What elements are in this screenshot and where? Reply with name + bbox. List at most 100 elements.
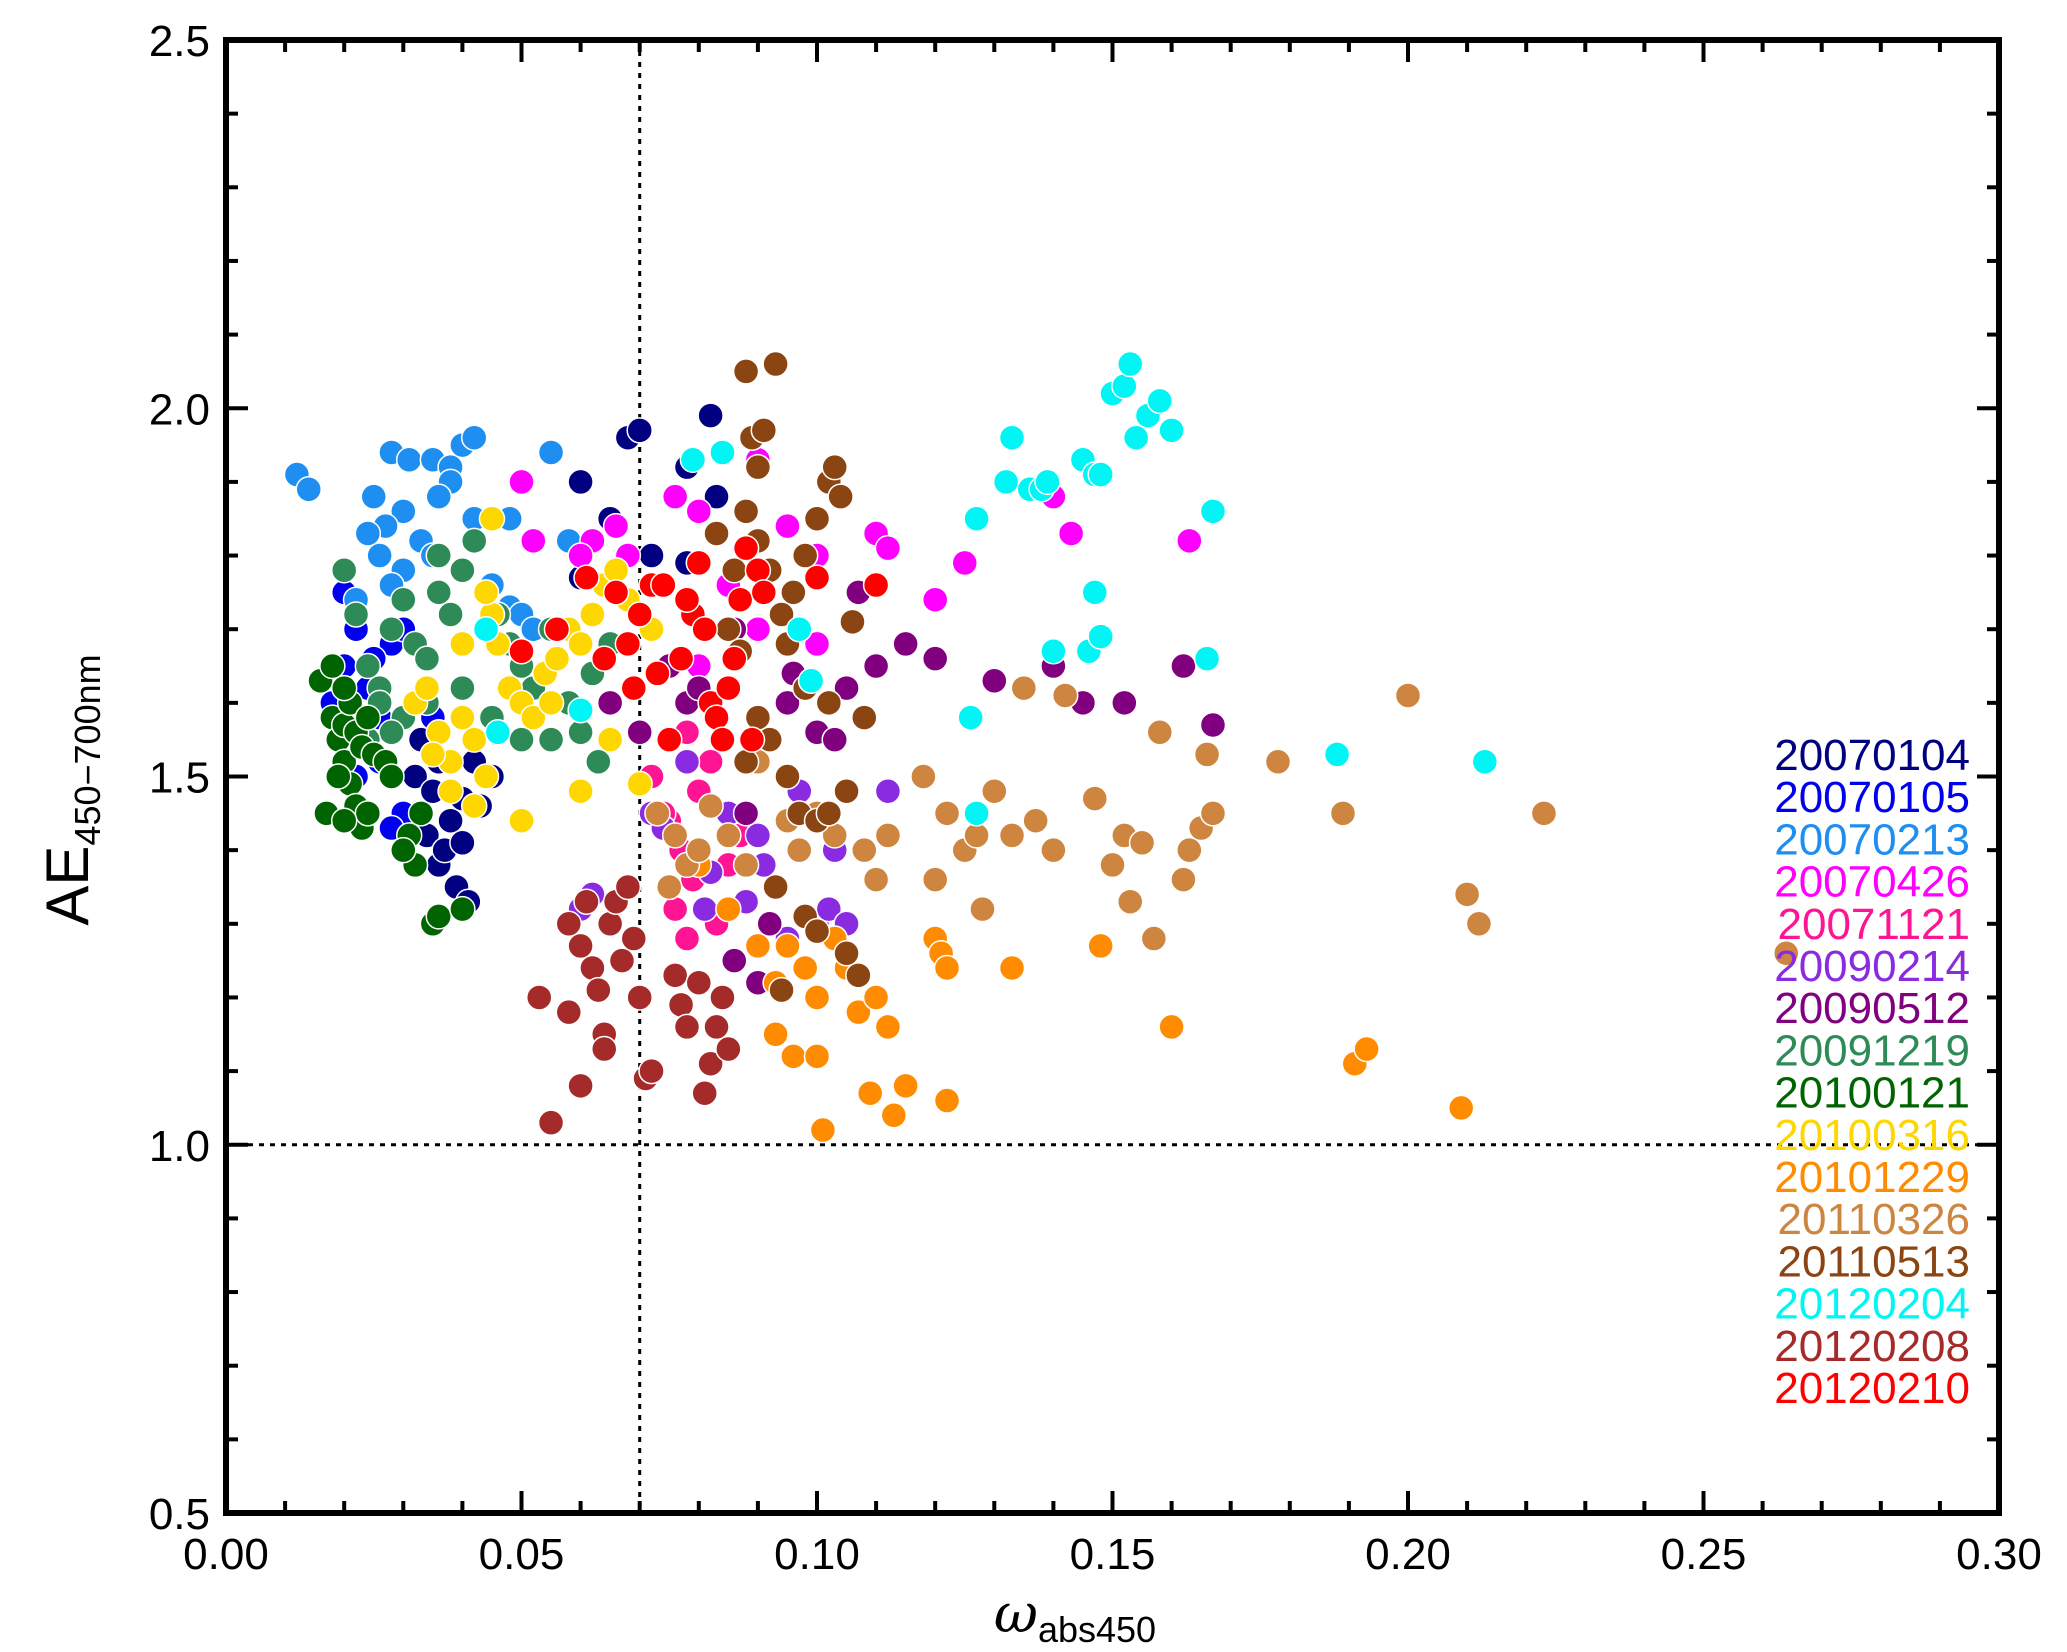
data-point bbox=[537, 1109, 565, 1136]
data-point bbox=[833, 674, 860, 702]
data-point bbox=[963, 800, 990, 827]
data-point bbox=[596, 910, 624, 938]
data-point bbox=[425, 483, 453, 510]
data-point bbox=[1353, 1035, 1380, 1063]
legend-entry: 20100121 bbox=[1774, 1069, 1970, 1118]
data-point bbox=[460, 726, 488, 753]
data-point bbox=[815, 895, 843, 923]
data-point bbox=[1081, 579, 1109, 606]
data-point bbox=[697, 402, 724, 429]
data-point bbox=[703, 483, 730, 510]
data-point bbox=[567, 542, 594, 569]
data-point bbox=[472, 763, 500, 790]
data-point bbox=[638, 1057, 665, 1085]
data-point bbox=[437, 601, 464, 628]
legend-entry: 20120208 bbox=[1774, 1322, 1970, 1371]
data-point bbox=[815, 689, 843, 717]
data-point bbox=[638, 542, 665, 569]
legend: 2007010420070105200702132007042620071121… bbox=[1774, 731, 1970, 1413]
data-point bbox=[644, 660, 671, 687]
data-point bbox=[1530, 800, 1558, 827]
legend-entry: 20101229 bbox=[1774, 1153, 1970, 1202]
x-tick-label: 0.30 bbox=[1956, 1530, 2042, 1579]
x-tick-label: 0.05 bbox=[479, 1530, 565, 1579]
data-point bbox=[508, 638, 535, 665]
data-point bbox=[685, 969, 713, 996]
data-point bbox=[354, 520, 382, 547]
data-point bbox=[791, 542, 819, 569]
data-point bbox=[910, 763, 937, 790]
data-point bbox=[697, 792, 724, 820]
x-tick-label: 0.25 bbox=[1661, 1530, 1747, 1579]
data-point bbox=[360, 483, 387, 510]
data-point bbox=[1447, 1094, 1475, 1122]
data-point bbox=[330, 674, 358, 702]
data-point bbox=[721, 557, 748, 584]
data-point bbox=[1465, 910, 1493, 938]
data-point bbox=[691, 615, 718, 643]
data-point bbox=[803, 564, 831, 591]
data-point bbox=[1051, 682, 1079, 709]
data-point bbox=[780, 1043, 807, 1070]
data-point bbox=[803, 1043, 831, 1070]
data-point bbox=[744, 704, 772, 731]
data-point bbox=[715, 822, 742, 849]
data-point bbox=[437, 777, 464, 805]
data-point bbox=[537, 689, 565, 717]
data-point bbox=[892, 630, 919, 658]
data-point bbox=[874, 534, 902, 562]
data-point bbox=[460, 792, 488, 820]
data-point bbox=[697, 1050, 724, 1077]
data-point bbox=[1128, 829, 1156, 857]
data-point bbox=[744, 453, 772, 481]
data-point bbox=[354, 800, 382, 827]
data-point bbox=[803, 917, 831, 945]
data-point bbox=[1170, 866, 1197, 893]
data-point bbox=[738, 726, 766, 753]
data-point bbox=[744, 615, 772, 643]
data-point bbox=[543, 615, 571, 643]
data-point bbox=[354, 704, 382, 731]
data-point bbox=[620, 674, 648, 702]
data-point bbox=[862, 652, 890, 680]
data-point bbox=[874, 1013, 902, 1041]
data-point bbox=[768, 601, 795, 628]
data-point bbox=[319, 652, 346, 680]
data-point bbox=[673, 1013, 701, 1041]
data-point bbox=[833, 940, 860, 967]
data-point bbox=[839, 608, 866, 636]
data-point bbox=[413, 645, 441, 672]
data-point bbox=[354, 652, 382, 680]
data-point bbox=[1329, 800, 1357, 827]
data-point bbox=[709, 726, 736, 753]
data-point bbox=[821, 726, 848, 753]
data-point bbox=[797, 667, 825, 695]
data-point bbox=[449, 895, 476, 923]
data-point bbox=[1022, 807, 1049, 834]
data-point bbox=[449, 630, 476, 658]
data-point bbox=[786, 836, 813, 864]
data-point bbox=[407, 800, 435, 827]
y-tick-label: 1.0 bbox=[149, 1122, 210, 1171]
data-point bbox=[602, 512, 630, 540]
data-point bbox=[821, 453, 848, 481]
data-point bbox=[573, 888, 600, 915]
data-point bbox=[874, 822, 902, 849]
data-point bbox=[998, 424, 1026, 451]
y-tick-label: 2.5 bbox=[149, 17, 210, 66]
data-point bbox=[921, 586, 949, 613]
axis-ticks bbox=[224, 38, 2001, 1515]
data-point bbox=[1176, 527, 1203, 555]
data-point bbox=[626, 417, 653, 444]
data-point bbox=[460, 527, 488, 555]
data-point bbox=[963, 505, 990, 532]
data-point bbox=[661, 483, 689, 510]
data-point bbox=[691, 895, 718, 923]
data-point bbox=[673, 586, 701, 613]
data-point bbox=[449, 704, 476, 731]
data-point bbox=[1087, 932, 1114, 960]
data-point bbox=[661, 822, 689, 849]
data-point bbox=[845, 998, 872, 1026]
data-point bbox=[715, 1035, 742, 1063]
data-point bbox=[437, 807, 464, 834]
